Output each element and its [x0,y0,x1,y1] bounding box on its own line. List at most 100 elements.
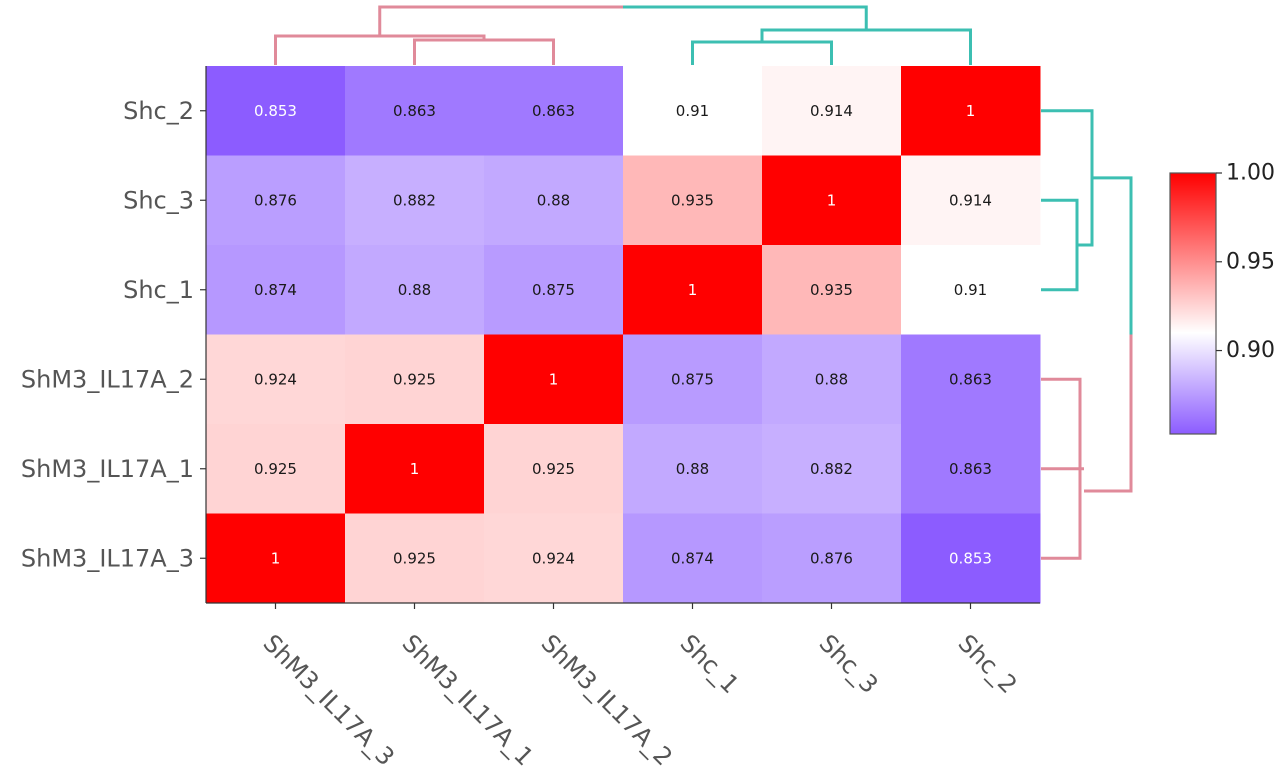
cell-value-label: 0.88 [676,460,709,478]
heatmap-cell [623,334,763,425]
heatmap-cell [762,66,902,156]
column-label: ShM3_IL17A_1 [397,629,539,771]
cell-value-label: 0.925 [393,370,436,388]
heatmap-cell [345,513,485,604]
heatmap-cell [762,245,902,335]
cell-value-label: 0.914 [949,191,992,209]
heatmap-cell [345,424,485,514]
heatmap-cell [206,513,346,604]
heatmap-cell [484,513,624,604]
dendrogram-link [1041,109,1094,247]
cell-value-label: 0.874 [671,549,714,567]
cell-value-label: 1 [966,102,976,120]
heatmap-cell [206,334,346,425]
cell-value-label: 1 [827,191,837,209]
cell-value-label: 0.876 [254,191,297,209]
heatmap-cell [762,334,902,425]
heatmap-cell [901,66,1041,156]
row-labels: Shc_2 Shc_3 Shc_1 ShM3_IL17A_2 ShM3_IL17A_1 S… [21,97,194,573]
cell-value-label: 0.88 [537,191,570,209]
dendrogram-link [1084,334,1133,493]
heatmap-cell [901,424,1041,514]
heatmap-cell [206,245,346,335]
cell-value-label: 0.924 [532,549,575,567]
cell-value-label: 0.882 [810,460,853,478]
heatmap-axes [200,66,1040,609]
cell-value-label: 0.874 [254,281,297,299]
heatmap-cell [345,66,485,156]
heatmap-cells: 0.853 0.863 0.863 0.91 0.914 1 0.876 0.882 0.88 0… [206,66,1041,604]
cell-value-label: 0.91 [676,102,709,120]
cell-value-label: 0.925 [532,460,575,478]
column-label: Shc_1 [675,629,745,699]
colorbar-legend: 0.90 0.95 1.00 [1169,161,1275,435]
colorbar-tick-label: 0.90 [1226,338,1275,363]
cell-value-label: 0.924 [254,370,297,388]
cell-value-label: 1 [549,370,559,388]
column-dendrogram [274,5,972,65]
cell-value-label: 0.863 [949,460,992,478]
dendrogram-link [691,40,833,65]
cell-value-label: 0.91 [954,281,987,299]
cell-value-label: 0.882 [393,191,436,209]
dendrogram-link [623,5,868,30]
heatmap-cell [762,424,902,514]
heatmap-cell [623,155,763,246]
column-label: Shc_2 [953,629,1023,699]
heatmap-cell [484,155,624,246]
cell-value-label: 0.875 [671,370,714,388]
heatmap-cell [762,155,902,246]
heatmap-cell [484,245,624,335]
row-label: Shc_1 [123,276,194,304]
dendrogram-link [1092,176,1133,335]
dendrogram-link [760,28,972,65]
colorbar-gradient [1169,172,1217,435]
cell-value-label: 0.853 [949,549,992,567]
cell-value-label: 1 [271,549,281,567]
cell-value-label: 1 [410,460,420,478]
heatmap-cell [484,424,624,514]
row-label: Shc_2 [123,97,194,125]
cell-value-label: 0.88 [398,281,431,299]
cell-value-label: 0.863 [393,102,436,120]
heatmap-cell [901,155,1041,246]
dendrogram-link [1041,198,1079,292]
heatmap-cell [901,513,1041,604]
heatmap-cell [762,513,902,604]
heatmap-cell [345,334,485,425]
cell-value-label: 0.863 [532,102,575,120]
row-label: ShM3_IL17A_1 [21,455,194,483]
heatmap-cell [345,245,485,335]
heatmap-cell [484,334,624,425]
cell-value-label: 0.853 [254,102,297,120]
cell-value-label: 0.935 [810,281,853,299]
heatmap-cell [901,334,1041,425]
row-label: ShM3_IL17A_2 [21,365,194,393]
column-labels: ShM3_IL17A_3ShM3_IL17A_1ShM3_IL17A_2Shc_… [258,629,1023,771]
heatmap-cell [623,66,763,156]
heatmap-cell [484,66,624,156]
row-dendrogram [1041,109,1133,560]
heatmap-cell [206,66,346,156]
heatmap-cell [623,424,763,514]
dendrogram-link [378,5,623,36]
row-label: ShM3_IL17A_3 [21,544,194,572]
cell-value-label: 0.876 [810,549,853,567]
cell-value-label: 0.88 [815,370,848,388]
colorbar-tick-label: 1.00 [1226,161,1275,186]
cell-value-label: 0.925 [393,549,436,567]
column-label: Shc_3 [814,629,884,699]
cell-value-label: 0.935 [671,191,714,209]
heatmap-cell [901,245,1041,335]
heatmap-cell [206,155,346,246]
heatmap-cell [623,513,763,604]
colorbar-tick-label: 0.95 [1226,249,1275,274]
cell-value-label: 0.914 [810,102,853,120]
cell-value-label: 0.925 [254,460,297,478]
row-label: Shc_3 [123,186,194,214]
heatmap-cell [623,245,763,335]
cell-value-label: 1 [688,281,698,299]
cell-value-label: 0.875 [532,281,575,299]
dendrogram-link [413,38,555,65]
